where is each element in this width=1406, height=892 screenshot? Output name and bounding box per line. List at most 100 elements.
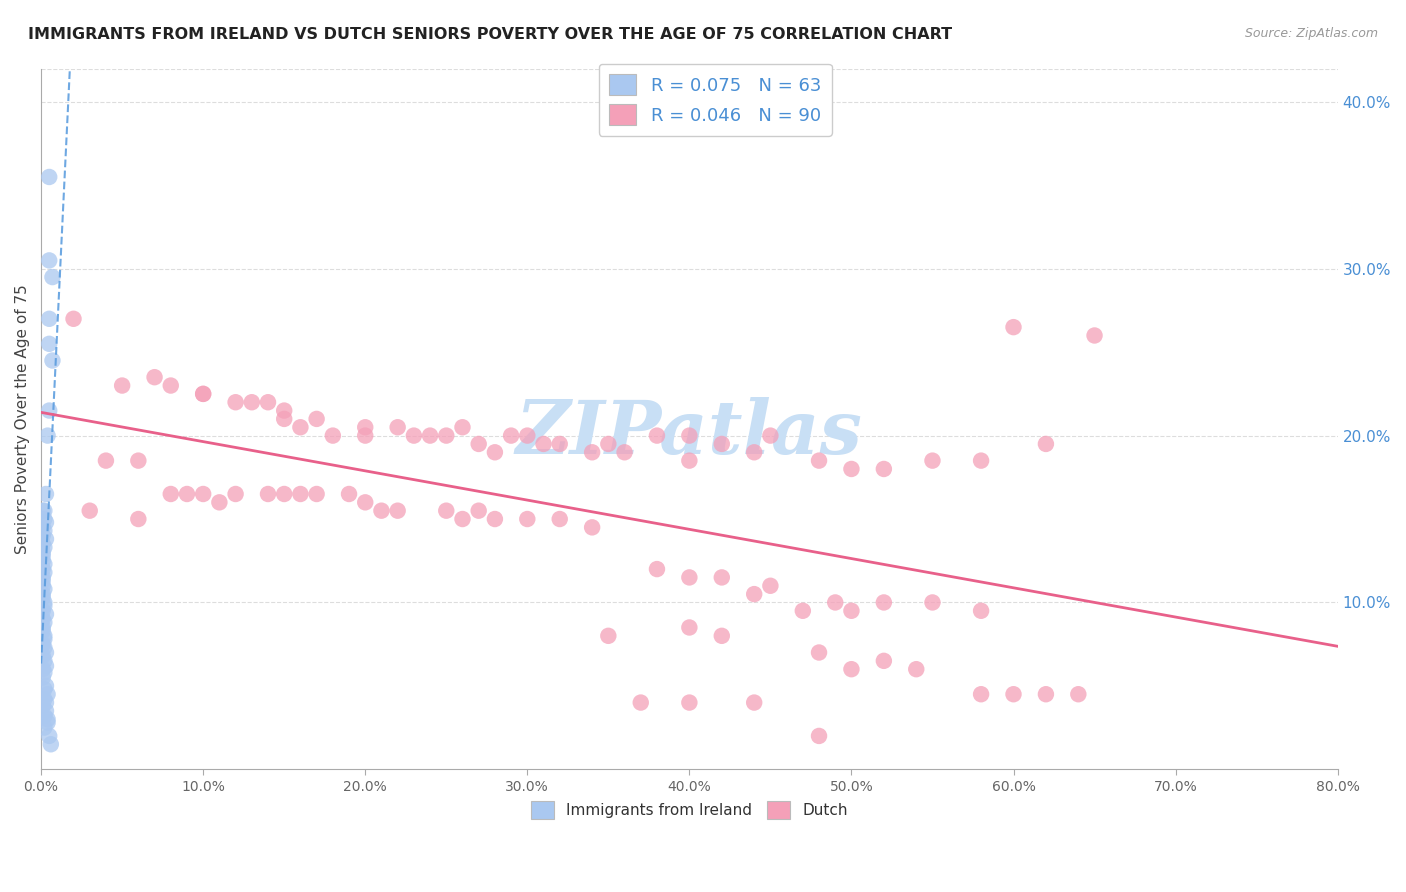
Point [678, 696, 700, 710]
Point [873, 462, 896, 476]
Point [34, 566, 56, 580]
Point [62, 311, 84, 326]
Point [38, 336, 60, 351]
Point [38, 729, 60, 743]
Point [921, 595, 943, 609]
Point [742, 696, 765, 710]
Point [34, 654, 56, 668]
Point [467, 504, 489, 518]
Point [31, 537, 53, 551]
Point [516, 428, 538, 442]
Point [31, 554, 53, 568]
Point [419, 428, 441, 442]
Point [598, 629, 620, 643]
Point [34, 541, 56, 555]
Point [1002, 320, 1025, 334]
Point [38, 311, 60, 326]
Point [34, 599, 56, 613]
Point [35, 704, 58, 718]
Point [1035, 437, 1057, 451]
Point [31, 624, 53, 638]
Point [79, 504, 101, 518]
Point [35, 607, 58, 621]
Point [451, 512, 474, 526]
Point [841, 604, 863, 618]
Point [970, 687, 993, 701]
Y-axis label: Seniors Poverty Over the Age of 75: Seniors Poverty Over the Age of 75 [15, 284, 30, 554]
Point [257, 395, 280, 409]
Point [1067, 687, 1090, 701]
Point [387, 420, 409, 434]
Point [143, 370, 166, 384]
Point [257, 487, 280, 501]
Point [37, 712, 59, 726]
Point [873, 595, 896, 609]
Point [193, 387, 215, 401]
Point [759, 579, 782, 593]
Point [354, 428, 377, 442]
Point [678, 570, 700, 584]
Point [38, 403, 60, 417]
Point [34, 557, 56, 571]
Point [613, 445, 636, 459]
Point [548, 437, 571, 451]
Point [370, 504, 392, 518]
Point [34, 524, 56, 538]
Point [31, 604, 53, 618]
Point [41, 270, 63, 285]
Point [34, 682, 56, 697]
Point [31, 545, 53, 559]
Point [34, 665, 56, 680]
Point [34, 721, 56, 735]
Point [273, 487, 295, 501]
Point [290, 487, 312, 501]
Point [37, 687, 59, 701]
Point [94, 453, 117, 467]
Point [434, 428, 457, 442]
Point [193, 387, 215, 401]
Point [808, 729, 831, 743]
Point [35, 658, 58, 673]
Point [742, 445, 765, 459]
Point [208, 495, 231, 509]
Point [305, 412, 328, 426]
Point [305, 487, 328, 501]
Point [35, 516, 58, 530]
Point [630, 696, 652, 710]
Point [31, 662, 53, 676]
Point [970, 604, 993, 618]
Point [31, 620, 53, 634]
Point [484, 512, 506, 526]
Point [710, 570, 733, 584]
Point [710, 437, 733, 451]
Point [402, 428, 425, 442]
Point [37, 715, 59, 730]
Point [37, 428, 59, 442]
Point [34, 692, 56, 706]
Point [581, 520, 603, 534]
Point [598, 437, 620, 451]
Point [31, 612, 53, 626]
Point [434, 504, 457, 518]
Point [35, 487, 58, 501]
Point [516, 512, 538, 526]
Point [31, 529, 53, 543]
Point [467, 437, 489, 451]
Point [31, 574, 53, 588]
Point [34, 615, 56, 630]
Point [31, 570, 53, 584]
Point [31, 579, 53, 593]
Point [31, 698, 53, 713]
Point [127, 453, 149, 467]
Point [34, 504, 56, 518]
Point [31, 520, 53, 534]
Point [193, 487, 215, 501]
Point [645, 562, 668, 576]
Point [759, 428, 782, 442]
Point [225, 487, 247, 501]
Point [678, 620, 700, 634]
Point [111, 378, 134, 392]
Point [159, 378, 181, 392]
Point [240, 395, 263, 409]
Point [645, 428, 668, 442]
